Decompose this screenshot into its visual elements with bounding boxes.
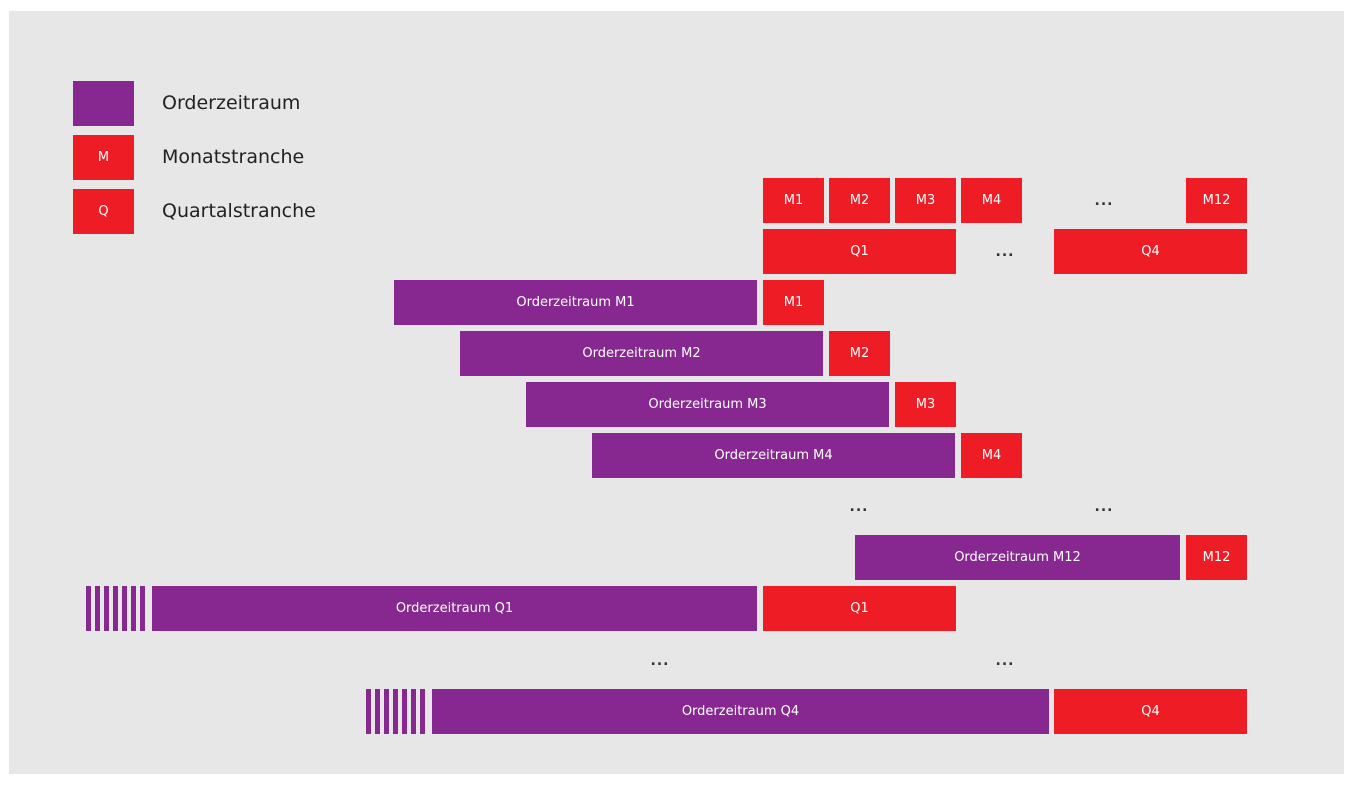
header-month-tranche: M12 <box>1186 178 1247 223</box>
month-tranche: M3 <box>895 382 956 427</box>
quarter-tranche: Q1 <box>763 586 956 631</box>
order-period-bar: Orderzeitraum Q1 <box>152 586 757 631</box>
order-period-continuation-stripes <box>366 689 428 734</box>
legend-order-swatch <box>73 81 134 126</box>
quarterly-ellipsis: ... <box>650 653 670 669</box>
header-month-ellipsis: ... <box>1094 193 1114 209</box>
order-period-continuation-stripes <box>86 586 148 631</box>
month-tranche: M2 <box>829 331 890 376</box>
legend-month-label: Monatstranche <box>162 146 305 168</box>
legend-quarter-label: Quartalstranche <box>162 200 316 222</box>
monthly-ellipsis: ... <box>849 499 869 515</box>
header-month-tranche: M1 <box>763 178 824 223</box>
quarterly-ellipsis: ... <box>995 653 1015 669</box>
legend-month-swatch: M <box>73 135 134 180</box>
header-quarter-tranche: Q4 <box>1054 229 1247 274</box>
legend-quarter-swatch: Q <box>73 189 134 234</box>
header-month-tranche: M2 <box>829 178 890 223</box>
legend-order-label: Orderzeitraum <box>162 92 301 114</box>
monthly-ellipsis: ... <box>1094 499 1114 515</box>
quarter-tranche: Q4 <box>1054 689 1247 734</box>
order-period-bar: Orderzeitraum M1 <box>394 280 757 325</box>
order-period-bar: Orderzeitraum M4 <box>592 433 955 478</box>
order-period-bar: Orderzeitraum M2 <box>460 331 823 376</box>
month-tranche: M4 <box>961 433 1022 478</box>
month-tranche: M12 <box>1186 535 1247 580</box>
order-period-bar: Orderzeitraum M3 <box>526 382 889 427</box>
order-period-bar: Orderzeitraum Q4 <box>432 689 1049 734</box>
header-quarter-tranche: Q1 <box>763 229 956 274</box>
header-month-tranche: M3 <box>895 178 956 223</box>
month-tranche: M1 <box>763 280 824 325</box>
order-period-bar: Orderzeitraum M12 <box>855 535 1180 580</box>
header-month-tranche: M4 <box>961 178 1022 223</box>
header-quarter-ellipsis: ... <box>995 244 1015 260</box>
